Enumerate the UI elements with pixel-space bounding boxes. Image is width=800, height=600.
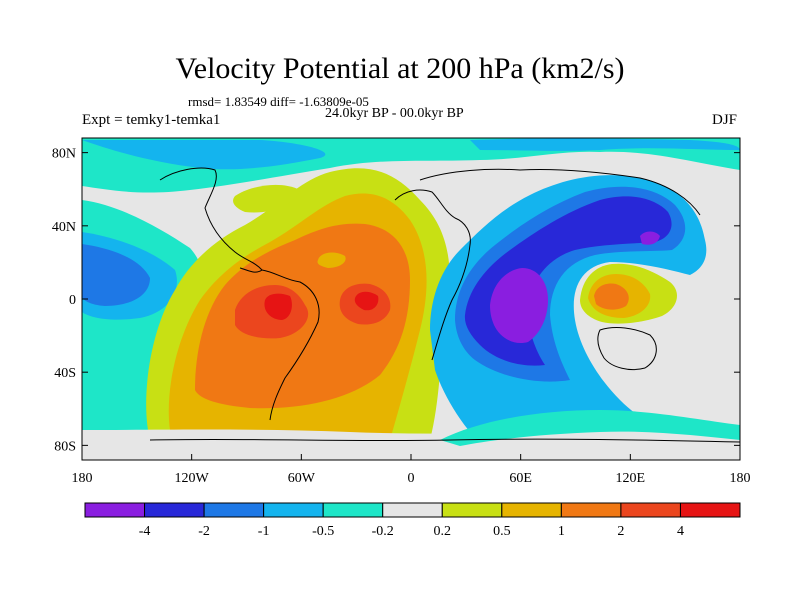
shade-indian-ocean-min <box>490 268 548 344</box>
colorbar-swatch <box>84 502 146 518</box>
colorbar-swatch <box>322 502 384 518</box>
colorbar-label: -1 <box>258 524 270 539</box>
shade-southern-ocean <box>440 410 740 446</box>
coastlines <box>149 167 740 443</box>
colorbar-swatch <box>560 502 622 518</box>
lon-tick-label: 60W <box>288 471 316 486</box>
colorbar-swatch <box>679 502 741 518</box>
statistics-label: rmsd= 1.83549 diff= -1.63809e-05 <box>188 94 369 109</box>
colorbar-label: -2 <box>198 524 210 539</box>
colorbar-labels: -4 -2 -1 -0.5 -0.2 0.2 0.5 1 2 4 <box>139 524 684 539</box>
colorbar-swatch <box>382 502 443 518</box>
map-area <box>82 138 740 460</box>
colorbar-label: 4 <box>677 524 684 539</box>
colorbar-swatch <box>203 502 265 518</box>
colorbar-swatch <box>620 502 681 518</box>
latitude-axis: 80N 40N 0 40S 80S <box>52 147 740 454</box>
colorbar-label: 1 <box>558 524 565 539</box>
shade-east-pacific-core <box>82 244 150 306</box>
lon-tick-label: 180 <box>72 471 93 486</box>
colorbar <box>84 502 741 518</box>
colorbar-swatch <box>501 502 562 518</box>
lat-tick-label: 0 <box>69 293 76 308</box>
coast-north-america <box>159 167 263 273</box>
lon-tick-label: 120E <box>616 471 646 486</box>
shade-north-pacific-low <box>82 140 326 170</box>
coast-antarctica <box>149 438 740 443</box>
colorbar-label: -4 <box>139 524 151 539</box>
shade-amazon-core <box>264 293 292 320</box>
plot-title: Velocity Potential at 200 hPa (km2/s) <box>175 52 625 85</box>
shade-east-asia-min <box>640 231 660 245</box>
colorbar-label: -0.2 <box>372 524 394 539</box>
colorbar-label: -0.5 <box>312 524 334 539</box>
lat-tick-label: 80N <box>52 147 76 162</box>
lon-tick-label: 0 <box>408 471 415 486</box>
coast-south-america <box>261 269 320 421</box>
colorbar-swatch <box>441 502 503 518</box>
lon-tick-label: 120W <box>175 471 210 486</box>
colorbar-swatch <box>144 502 205 518</box>
lat-tick-label: 40N <box>52 220 76 235</box>
lon-tick-label: 180 <box>730 471 751 486</box>
experiment-label: Expt = temky1-temka1 <box>82 112 221 128</box>
colorbar-label: 0.2 <box>434 524 452 539</box>
shade-atlantic-core <box>354 291 379 311</box>
season-label: DJF <box>712 112 738 128</box>
lon-tick-label: 60E <box>509 471 532 486</box>
colorbar-label: 2 <box>617 524 624 539</box>
coast-africa <box>394 189 471 361</box>
coast-eurasia <box>419 168 701 216</box>
shade-caribbean-yellow <box>317 252 346 268</box>
shade-arctic-low <box>470 138 740 151</box>
lat-tick-label: 40S <box>54 366 76 381</box>
coast-australia <box>597 327 657 371</box>
shade-maritime-orange <box>594 283 629 310</box>
shade-north-atlantic-positive <box>233 184 300 213</box>
longitude-axis: 180 120W 60W 0 60E 120E 180 <box>72 454 751 486</box>
period-label: 24.0kyr BP - 00.0kyr BP <box>325 106 464 121</box>
colorbar-swatch <box>263 502 324 518</box>
colorbar-label: 0.5 <box>493 524 511 539</box>
lat-tick-label: 80S <box>54 439 76 454</box>
shade-antarctic-band <box>82 427 740 460</box>
